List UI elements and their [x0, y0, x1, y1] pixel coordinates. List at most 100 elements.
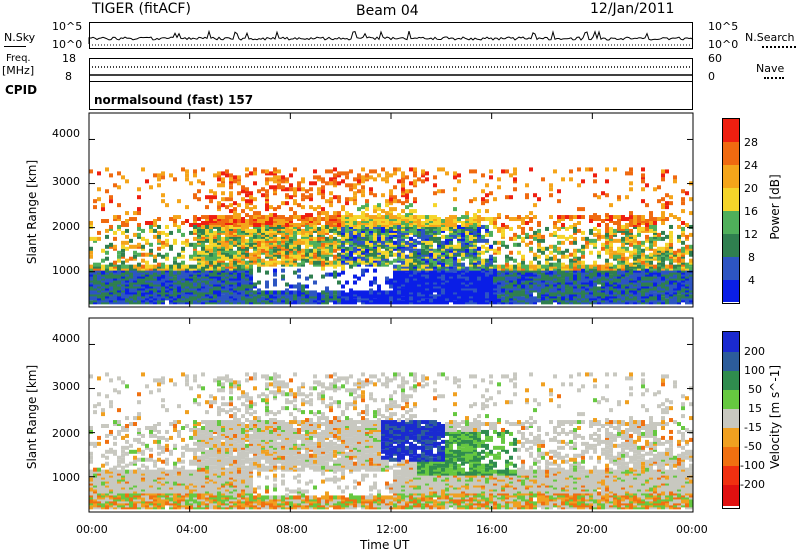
velocity-cell	[357, 503, 361, 508]
power-cell	[125, 211, 129, 216]
power-cell	[185, 238, 189, 243]
velocity-cell	[309, 398, 313, 403]
power-cell	[381, 290, 385, 295]
power-cell	[329, 203, 333, 208]
power-cell	[137, 211, 141, 216]
power-cell	[221, 222, 225, 227]
power-cell	[305, 213, 309, 218]
power-cell	[377, 173, 381, 178]
power-cell	[357, 298, 361, 303]
velocity-cell	[185, 374, 189, 379]
power-cell	[237, 203, 241, 208]
velocity-cell	[237, 451, 241, 456]
velocity-cell	[293, 416, 297, 421]
power-cell	[277, 183, 281, 188]
power-cell	[257, 222, 261, 227]
power-cell	[337, 211, 341, 216]
power-cell	[309, 181, 313, 186]
velocity-cell	[349, 445, 353, 450]
power-cell	[245, 252, 249, 257]
power-cell	[361, 215, 365, 220]
power-cell	[257, 262, 261, 267]
velocity-cell	[345, 376, 349, 381]
velocity-cell	[177, 457, 181, 462]
velocity-cell	[229, 424, 233, 429]
velocity-cell	[121, 465, 125, 470]
velocity-cell	[177, 499, 181, 504]
velocity-cell	[105, 433, 109, 438]
velocity-cell	[273, 477, 277, 482]
power-cell	[341, 171, 345, 176]
velocity-cell	[133, 455, 137, 460]
velocity-cell	[281, 495, 285, 500]
velocity-cell	[261, 495, 265, 500]
power-cell	[297, 268, 301, 273]
power-cell	[137, 207, 141, 212]
velocity-cell	[329, 451, 333, 456]
power-cell	[257, 294, 261, 299]
velocity-cell	[97, 402, 101, 407]
power-cell	[177, 270, 181, 275]
velocity-cell	[205, 425, 209, 430]
velocity-cell	[305, 422, 309, 427]
velocity-cell	[105, 469, 109, 474]
power-cell	[97, 187, 101, 192]
velocity-cell	[257, 471, 261, 476]
power-cell	[289, 244, 293, 249]
power-cell	[213, 264, 217, 269]
power-cell	[385, 175, 389, 180]
velocity-cell	[161, 467, 165, 472]
velocity-cell	[237, 386, 241, 391]
velocity-cell	[137, 400, 141, 405]
power-cell	[325, 181, 329, 186]
velocity-cell	[145, 443, 149, 448]
power-cell	[261, 219, 265, 224]
velocity-cell	[305, 429, 309, 434]
velocity-cell	[357, 481, 361, 486]
power-cell	[181, 264, 185, 269]
power-cell	[193, 193, 197, 198]
power-cell	[197, 222, 201, 227]
power-cell	[301, 205, 305, 210]
velocity-cell	[249, 400, 253, 405]
velocity-cell	[253, 372, 257, 377]
velocity-cell	[325, 425, 329, 430]
velocity-cell	[141, 433, 145, 438]
velocity-cell	[213, 396, 217, 401]
power-cell	[385, 203, 389, 208]
velocity-cell	[125, 469, 129, 474]
velocity-cell	[221, 408, 225, 413]
velocity-cell	[281, 406, 285, 411]
power-cell	[157, 238, 161, 243]
power-cell	[261, 244, 265, 249]
power-cell	[261, 187, 265, 192]
velocity-cell	[193, 429, 197, 434]
velocity-cell	[225, 424, 229, 429]
power-cell	[321, 195, 325, 200]
velocity-cell	[109, 447, 113, 452]
power-cell	[365, 230, 369, 235]
velocity-cell	[145, 425, 149, 430]
velocity-cell	[133, 416, 137, 421]
velocity-cell	[181, 437, 185, 442]
velocity-cell	[321, 479, 325, 484]
power-cell	[257, 240, 261, 245]
velocity-cell	[393, 469, 397, 474]
velocity-cell	[365, 408, 369, 413]
velocity-cell	[221, 396, 225, 401]
power-cell	[357, 290, 361, 295]
velocity-cell	[245, 418, 249, 423]
velocity-cell	[373, 453, 377, 458]
power-cell	[357, 207, 361, 212]
velocity-cell	[149, 433, 153, 438]
power-cell	[157, 246, 161, 251]
power-cell	[329, 215, 333, 220]
velocity-cell	[293, 455, 297, 460]
power-cell	[309, 197, 313, 202]
velocity-cell	[101, 469, 105, 474]
power-cell	[261, 296, 265, 301]
power-cell	[345, 183, 349, 188]
velocity-cell	[225, 410, 229, 415]
velocity-cell	[233, 380, 237, 385]
velocity-cell	[321, 382, 325, 387]
